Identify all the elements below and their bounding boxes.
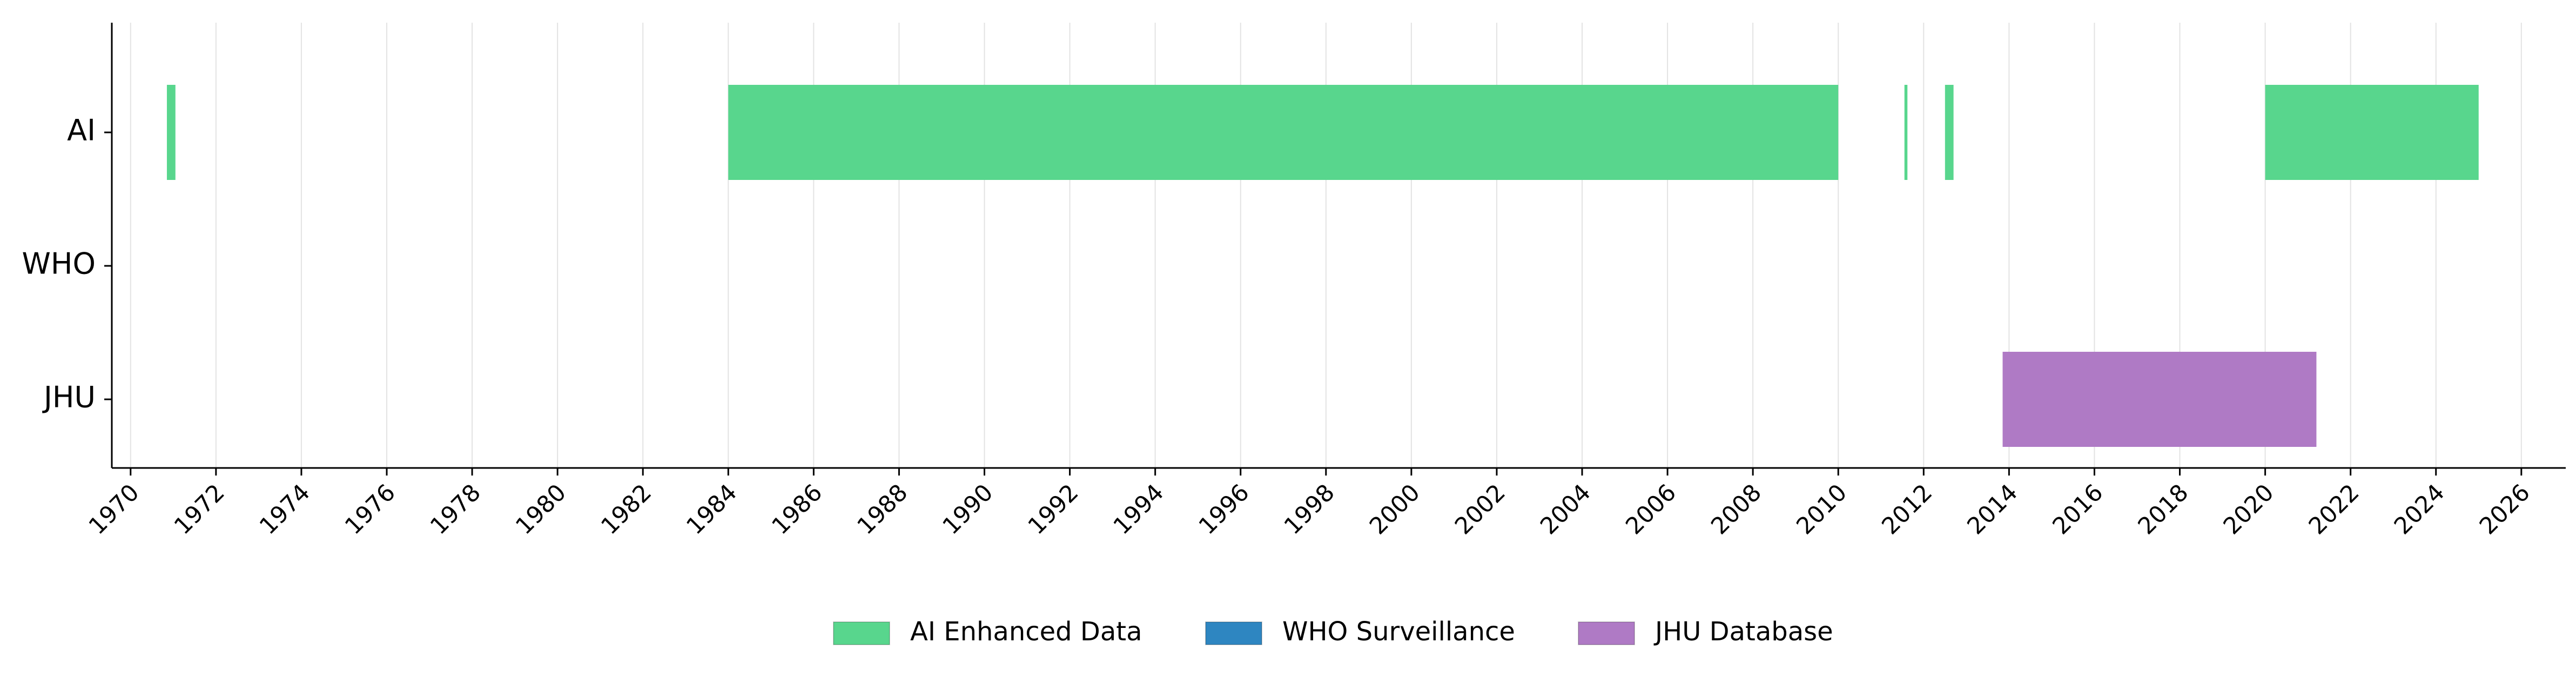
x-tick-label: 2024: [2389, 479, 2450, 540]
x-tick-label: 2022: [2304, 479, 2365, 540]
x-tick-label: 2006: [1620, 479, 1682, 540]
y-tick-label: WHO: [22, 247, 96, 281]
x-tick-label: 1998: [1279, 479, 1340, 540]
legend-label: WHO Surveillance: [1282, 617, 1515, 647]
legend-label: AI Enhanced Data: [910, 617, 1142, 647]
x-tick-label: 1990: [938, 479, 999, 540]
x-tick-label: 1994: [1108, 479, 1169, 540]
x-tick-label: 1978: [425, 479, 486, 540]
legend-swatch: [1578, 621, 1635, 645]
bars: [166, 85, 2479, 447]
x-tick-label: 1992: [1023, 479, 1084, 540]
x-tick-label: 2018: [2133, 479, 2194, 540]
y-tick-label: JHU: [42, 380, 96, 414]
legend: AI Enhanced Data WHO Surveillance JHU Data…: [833, 617, 1833, 647]
y-ticks: AI WHO JHU: [22, 113, 112, 414]
bar-ai: [1904, 85, 1908, 180]
x-tick-label: 2000: [1364, 479, 1425, 540]
x-tick-label: 1974: [254, 479, 315, 540]
x-tick-label: 2002: [1450, 479, 1511, 540]
x-tick-label: 2012: [1876, 479, 1938, 540]
x-tick-label: 1982: [596, 479, 657, 540]
bar-ai: [2265, 85, 2479, 180]
x-tick-label: 1986: [767, 479, 828, 540]
bar-ai: [166, 85, 176, 180]
x-tick-label: 1970: [84, 479, 145, 540]
bar-ai: [1945, 85, 1954, 180]
bar-ai: [728, 85, 1839, 180]
legend-label: JHU Database: [1653, 617, 1833, 647]
x-tick-label: 1972: [169, 479, 230, 540]
x-tick-label: 2026: [2474, 479, 2535, 540]
x-tick-label: 2010: [1791, 479, 1852, 540]
bar-jhu: [2002, 352, 2317, 447]
x-tick-label: 1988: [852, 479, 913, 540]
x-tick-label: 1984: [681, 479, 742, 540]
legend-swatch: [833, 621, 890, 645]
x-tick-label: 1996: [1194, 479, 1255, 540]
x-tick-label: 2020: [2218, 479, 2279, 540]
y-tick-label: AI: [67, 113, 96, 148]
x-tick-label: 1980: [510, 479, 571, 540]
x-tick-label: 2004: [1535, 479, 1596, 540]
x-tick-label: 2014: [1962, 479, 2023, 540]
x-ticks: 1970 1972 1974 1976 1978 1980 1982 1984 1986 1988…: [84, 468, 2535, 540]
axes: [111, 23, 2566, 469]
x-tick-label: 2016: [2048, 479, 2109, 540]
legend-swatch: [1205, 621, 1262, 645]
x-tick-label: 2008: [1706, 479, 1767, 540]
x-tick-label: 1976: [340, 479, 401, 540]
